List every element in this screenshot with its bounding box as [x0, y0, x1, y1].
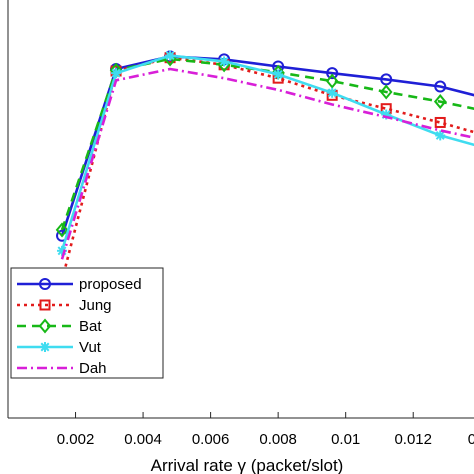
- x-tick-label: 0.006: [192, 431, 230, 448]
- circle-marker: [326, 67, 339, 80]
- x-tick-label: 0.01: [331, 431, 360, 448]
- x-tick-label: 0.012: [394, 431, 432, 448]
- legend-label: Bat: [79, 318, 102, 335]
- circle-marker: [434, 80, 447, 93]
- circle-marker: [39, 278, 51, 290]
- star-marker: [111, 68, 122, 79]
- legend: proposed Jung Bat Vut Dah: [10, 267, 164, 379]
- legend-label: Vut: [79, 339, 102, 356]
- star-marker: [327, 87, 338, 98]
- square-marker: [434, 116, 446, 128]
- diamond-marker: [433, 94, 447, 110]
- legend-item-bat: Bat: [17, 318, 102, 335]
- series-dah: [60, 67, 474, 260]
- legend-item-dah: Dah: [17, 360, 107, 377]
- series-line-dah: [60, 67, 474, 260]
- legend-item-proposed: proposed: [17, 276, 142, 293]
- square-marker: [39, 299, 51, 311]
- legend-item-vut: Vut: [17, 339, 102, 356]
- legend-label: Dah: [79, 360, 107, 377]
- diamond-marker: [55, 222, 69, 238]
- x-tick-label-partial: 0.: [468, 431, 474, 448]
- star-marker: [273, 69, 284, 80]
- axes-layer: [7, 0, 474, 419]
- x-tick-label: 0.004: [124, 431, 162, 448]
- legend-box: [10, 267, 164, 379]
- x-ticks: 0.002 0.004 0.006 0.008 0.01 0.012 0.: [57, 412, 474, 448]
- diamond-marker: [325, 73, 339, 89]
- star-marker: [219, 56, 230, 67]
- star-marker: [435, 130, 446, 141]
- x-tick-label: 0.008: [259, 431, 297, 448]
- star-marker: [165, 50, 176, 61]
- star-marker: [40, 342, 50, 352]
- x-axis-label: Arrival rate γ (packet/slot): [151, 456, 344, 474]
- diamond-marker: [379, 84, 393, 100]
- legend-label: Jung: [79, 297, 112, 314]
- series-vut: [57, 50, 474, 256]
- diamond-marker: [38, 318, 52, 334]
- x-tick-label: 0.002: [57, 431, 95, 448]
- legend-item-jung: Jung: [17, 297, 112, 314]
- legend-label: proposed: [79, 276, 142, 293]
